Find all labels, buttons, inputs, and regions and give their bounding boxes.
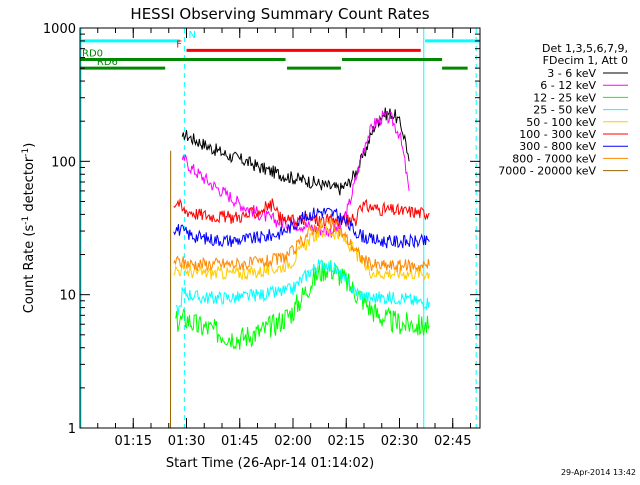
x-axis-label: Start Time (26-Apr-14 01:14:02) [166, 456, 374, 471]
y-axis-label-exponent: -1 [21, 216, 31, 225]
x-tick-label: 01:30 [168, 434, 205, 449]
legend-header-line: FDecim 1, Att 0 [543, 54, 628, 67]
y-axis-label: Count Rate (s-1 detector-1) [21, 143, 37, 314]
timestamp: 29-Apr-2014 13:42 [561, 468, 636, 477]
legend-label: 800 - 7000 keV [512, 152, 596, 165]
x-tick-label: 02:00 [274, 434, 311, 449]
chart-title: HESSI Observing Summary Count Rates [130, 5, 429, 23]
y-axis-label-exponent: -1 [21, 148, 31, 157]
x-tick-label: 02:45 [434, 434, 471, 449]
legend-label: 6 - 12 keV [540, 79, 596, 92]
y-axis: 1 10 100 1000 [43, 22, 480, 437]
legend: Det 1,3,5,6,7,9, FDecim 1, Att 0 3 - 6 k… [498, 42, 628, 178]
legend-label: 100 - 300 keV [519, 128, 596, 141]
legend-label: 300 - 800 keV [519, 140, 596, 153]
state-bar-label: N [188, 30, 195, 41]
state-bar-label: F [176, 39, 182, 50]
legend-label: 3 - 6 keV [547, 67, 596, 80]
x-tick-label: 01:15 [115, 434, 152, 449]
y-axis-label-part: ) [22, 143, 37, 148]
x-tick-label: 02:15 [328, 434, 365, 449]
legend-label: 25 - 50 keV [533, 104, 596, 117]
x-tick-label: 02:30 [381, 434, 418, 449]
x-tick-label: 01:45 [221, 434, 258, 449]
state-bar-label: RD6 [97, 57, 118, 68]
y-tick-label: 10 [59, 289, 76, 304]
legend-label: 12 - 25 keV [533, 91, 596, 104]
y-tick-label: 100 [51, 155, 76, 170]
y-tick-label: 1 [68, 422, 76, 437]
y-tick-label: 1000 [43, 22, 76, 37]
y-axis-label-part: detector [22, 156, 37, 216]
legend-label: 7000 - 20000 keV [498, 165, 596, 178]
y-axis-label-part: Count Rate (s [22, 225, 37, 314]
plot-frame [80, 28, 480, 428]
series-line [174, 226, 430, 279]
legend-label: 50 - 100 keV [526, 116, 596, 129]
